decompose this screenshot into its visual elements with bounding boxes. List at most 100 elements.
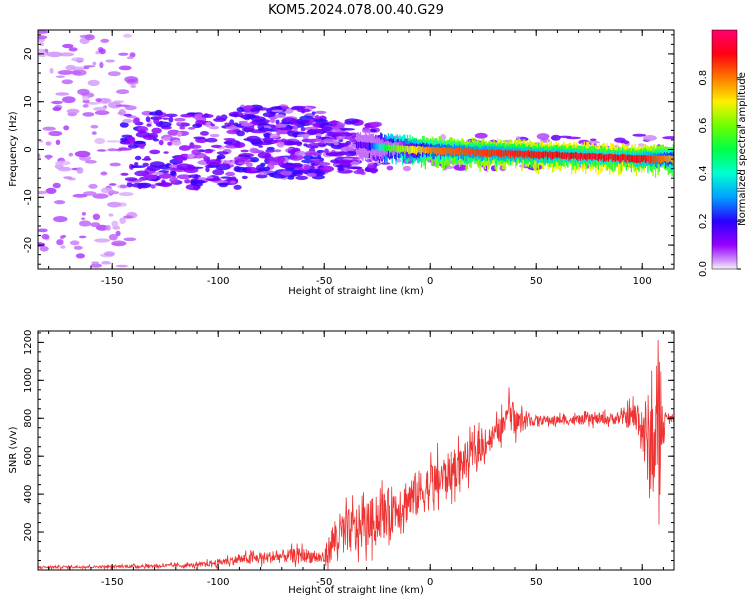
spectrogram-ridge-cell <box>394 144 396 151</box>
spectrogram-cell <box>149 161 165 168</box>
spectrogram-ridge-cell <box>483 149 485 157</box>
spectrogram-cell <box>122 118 133 124</box>
spectrogram-ridge-cell <box>668 155 671 162</box>
spectrogram-cell <box>81 212 86 216</box>
spectrogram-cell <box>300 127 306 132</box>
spectrogram-ridge-cell <box>387 144 390 151</box>
spectrogram-cell <box>313 119 328 122</box>
spectrogram-ridge-cell <box>434 147 437 154</box>
spectrogram-ridge-cell <box>548 152 550 158</box>
spectrogram-ridge-cell <box>475 149 477 157</box>
spectrogram-ridge-cell <box>513 150 515 159</box>
spectrogram-cell <box>74 150 91 158</box>
snr-series-line <box>38 339 674 570</box>
spectrogram-cell <box>117 147 132 151</box>
spectrogram-ridge-cell <box>442 147 444 155</box>
spectrogram-cell <box>109 162 121 167</box>
colorbar-tick-label: 0.4 <box>698 165 709 181</box>
spectrogram-ridge-cell <box>599 153 601 160</box>
spectrogram-ridge-cell <box>553 152 555 159</box>
spectrogram-cell <box>118 109 127 116</box>
spectrogram-ridge-cell <box>600 153 602 161</box>
spectrogram-cell <box>81 217 86 220</box>
spectrogram-ridge-cell <box>587 152 589 160</box>
spectrogram-cell <box>179 145 191 151</box>
spectrogram-cell <box>38 48 45 52</box>
spectrogram-cell <box>184 179 191 184</box>
spectrogram-cell <box>149 149 161 155</box>
spectrogram-ridge-cell <box>611 154 613 162</box>
spectrogram-ridge-cell <box>601 153 603 160</box>
spectrogram-ridge-cell <box>543 151 545 160</box>
spectrogram-ridge-cell <box>476 148 479 156</box>
spectrogram-cell <box>370 128 377 133</box>
spectrogram-ridge-cell <box>522 150 524 159</box>
spectrogram-ridge-cell <box>426 146 428 153</box>
spectrogram-ridge-cell <box>596 153 598 160</box>
spectrogram-cell <box>94 137 106 145</box>
spectrogram-ridge-cell <box>485 149 487 158</box>
spectrogram-cell <box>134 170 150 177</box>
spectrogram-cell <box>275 119 280 125</box>
spectrogram-cell <box>90 222 101 228</box>
spectrogram-ridge-cell <box>585 153 587 160</box>
spectrogram-cell <box>51 100 63 105</box>
x-tick-label: 0 <box>427 577 433 588</box>
spectrogram-cell <box>103 105 108 109</box>
spectrogram-cell <box>38 35 48 40</box>
spectrogram-cell <box>55 160 71 166</box>
spectrogram-ridge-cell <box>660 155 662 164</box>
spectrogram-cell <box>158 139 164 146</box>
spectrogram-cell <box>280 121 294 125</box>
spectrogram-ridge-cell <box>516 150 518 158</box>
spectrogram-cell <box>327 132 341 138</box>
spectrogram-ridge-cell <box>555 151 557 158</box>
spectrogram-ridge-cell <box>362 142 364 149</box>
spectrogram-cell <box>306 172 317 177</box>
spectrogram-ridge-cell <box>396 145 398 153</box>
spectrogram-ridge-cell <box>657 155 659 164</box>
spectrogram-ridge-cell <box>433 147 435 154</box>
spectrogram-cell <box>250 116 266 122</box>
spectrogram-ridge-cell <box>392 144 395 152</box>
spectrogram-cell <box>287 130 300 137</box>
spectrogram-cell <box>213 117 227 122</box>
spectrogram-ridge-cell <box>653 155 655 164</box>
spectrogram-cell <box>210 123 215 127</box>
spectrogram-cell <box>311 111 316 115</box>
snr-panel: -150 -100 -50 0 50 100 200 400 600 800 1000 1200 He… <box>8 330 675 596</box>
spectrogram-ridge-cell <box>628 154 630 163</box>
spectrogram-cell <box>65 64 77 71</box>
spectrogram-cell <box>335 164 351 168</box>
spectrogram-cell <box>55 92 70 96</box>
spectrogram-cell <box>134 155 142 161</box>
x-tick-label: -100 <box>207 276 230 287</box>
spectrogram-ridge-cell <box>401 144 404 152</box>
spectrogram-cell <box>134 162 139 167</box>
spectrogram-ridge-cell <box>375 142 377 150</box>
spectrogram-cell <box>55 139 61 145</box>
y-tick-label: -10 <box>23 189 34 205</box>
spectrogram-ridge-cell <box>419 146 421 155</box>
spectrogram-cell <box>82 99 90 104</box>
spectrogram-cell <box>337 142 350 147</box>
x-tick-label: 100 <box>633 276 652 287</box>
spectrogram-ridge-cell <box>647 155 649 162</box>
spectrogram-cell <box>56 239 64 246</box>
spectrogram-cell <box>191 149 201 156</box>
spectrogram-cell <box>153 117 160 125</box>
spectrogram-ridge-cell <box>604 154 606 162</box>
spectrogram-cell <box>319 167 334 170</box>
spectrogram-ridge-cell <box>462 148 465 155</box>
spectrogram-cell <box>304 152 319 156</box>
spectrogram-cell <box>144 155 151 161</box>
spectrogram-ridge-cell <box>457 148 460 156</box>
spectrogram-ridge-cell <box>554 151 556 158</box>
spectrogram-cell <box>71 57 85 62</box>
spectrogram-cell <box>255 174 268 179</box>
spectrogram-cell <box>270 117 276 124</box>
spectrogram-cell <box>108 101 122 109</box>
spectrogram-cell <box>118 192 134 197</box>
spectrogram-cell <box>340 146 355 153</box>
spectrogram-ridge-cell <box>403 146 405 152</box>
